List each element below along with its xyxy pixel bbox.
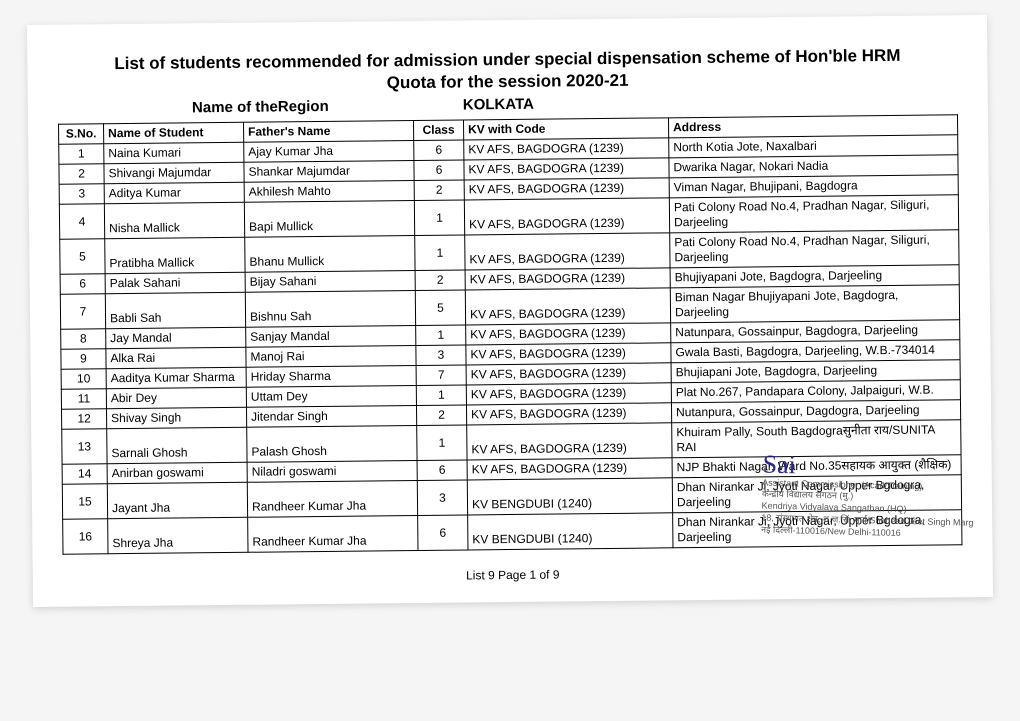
cell-class: 2: [414, 180, 464, 201]
cell-class: 1: [416, 385, 466, 406]
cell-class: 3: [417, 480, 467, 516]
cell-name: Abir Dey: [106, 387, 246, 408]
cell-kv: KV AFS, BAGDOGRA (1239): [465, 268, 670, 290]
cell-name: Anirban goswami: [107, 462, 247, 483]
col-sno: S.No.: [59, 124, 104, 144]
cell-father: Randheer Kumar Jha: [248, 515, 418, 552]
cell-sno: 8: [61, 329, 106, 349]
document-page: List of students recommended for admissi…: [27, 15, 993, 607]
cell-kv: KV AFS, BAGDOGRA (1239): [466, 363, 671, 385]
cell-kv: KV BENGDUBI (1240): [467, 478, 672, 515]
cell-sno: 1: [59, 144, 104, 164]
cell-class: 2: [416, 405, 466, 426]
col-kv: KV with Code: [463, 118, 668, 140]
cell-name: Aaditya Kumar Sharma: [106, 367, 246, 388]
cell-name: Sarnali Ghosh: [107, 427, 247, 463]
cell-sno: 6: [60, 274, 105, 294]
cell-father: Bhanu Mullick: [245, 235, 415, 272]
cell-sno: 7: [60, 294, 105, 329]
cell-kv: KV AFS, BAGDOGRA (1239): [465, 288, 670, 325]
cell-class: 1: [417, 425, 467, 461]
cell-kv: KV BENGDUBI (1240): [468, 513, 673, 550]
cell-kv: KV AFS, BAGDOGRA (1239): [466, 323, 671, 345]
cell-addr: Pati Colony Road No.4, Pradhan Nagar, Si…: [670, 230, 959, 268]
cell-sno: 10: [61, 369, 106, 389]
region-name: KOLKATA: [463, 91, 958, 113]
cell-name: Naina Kumari: [104, 142, 244, 163]
cell-kv: KV AFS, BAGDOGRA (1239): [467, 458, 672, 480]
cell-kv: KV AFS, BAGDOGRA (1239): [466, 383, 671, 405]
cell-name: Alka Rai: [106, 347, 246, 368]
cell-father: Shankar Majumdar: [244, 160, 414, 182]
cell-father: Bishnu Sah: [245, 290, 415, 327]
col-father: Father's Name: [244, 121, 414, 143]
cell-father: Uttam Dey: [246, 385, 416, 407]
cell-addr: Pati Colony Road No.4, Pradhan Nagar, Si…: [669, 195, 958, 233]
cell-father: Bapi Mullick: [244, 200, 414, 237]
cell-kv: KV AFS, BAGDOGRA (1239): [464, 178, 669, 200]
cell-sno: 4: [59, 204, 104, 239]
cell-sno: 3: [59, 184, 104, 204]
cell-class: 6: [417, 460, 467, 481]
cell-class: 1: [416, 325, 466, 346]
cell-sno: 14: [62, 464, 107, 484]
page-footer: List 9 Page 1 of 9: [63, 563, 963, 586]
cell-sno: 12: [62, 409, 107, 429]
cell-name: Pratibha Mallick: [105, 237, 245, 273]
cell-father: Randheer Kumar Jha: [247, 480, 417, 517]
cell-sno: 11: [61, 389, 106, 409]
cell-class: 2: [415, 270, 465, 291]
region-label: Name of theRegion: [58, 96, 463, 117]
cell-addr: Dhan Nirankar Ji, Jyoti Nagar, Upper Bgd…: [673, 510, 962, 548]
cell-kv: KV AFS, BAGDOGRA (1239): [465, 233, 670, 270]
cell-father: Jitendar Singh: [246, 405, 416, 427]
cell-father: Akhilesh Mahto: [244, 180, 414, 202]
cell-father: Manoj Rai: [246, 345, 416, 367]
cell-father: Ajay Kumar Jha: [244, 140, 414, 162]
cell-name: Shivangi Majumdar: [104, 162, 244, 183]
cell-kv: KV AFS, BAGDOGRA (1239): [464, 138, 669, 160]
cell-name: Jay Mandal: [106, 327, 246, 348]
cell-name: Palak Sahani: [105, 272, 245, 293]
cell-sno: 13: [62, 429, 107, 464]
cell-class: 6: [414, 160, 464, 181]
cell-kv: KV AFS, BAGDOGRA (1239): [464, 158, 669, 180]
cell-addr: Dhan Nirankar Ji, Jyoti Nagar, Upper Bgd…: [672, 475, 961, 513]
students-table: S.No. Name of Student Father's Name Clas…: [58, 114, 962, 554]
cell-class: 5: [415, 290, 465, 326]
cell-sno: 15: [62, 484, 107, 519]
cell-kv: KV AFS, BAGDOGRA (1239): [466, 403, 671, 425]
cell-addr: Biman Nagar Bhujiyapani Jote, Bagdogra, …: [670, 285, 959, 323]
cell-class: 6: [418, 515, 468, 551]
cell-addr: Khuiram Pally, South Bagdograसुनीता राय/…: [672, 420, 961, 458]
cell-class: 1: [414, 200, 464, 236]
cell-name: Jayant Jha: [107, 482, 247, 518]
cell-father: Hriday Sharma: [246, 365, 416, 387]
cell-name: Aditya Kumar: [104, 182, 244, 203]
cell-father: Palash Ghosh: [247, 425, 417, 462]
cell-name: Shreya Jha: [108, 517, 248, 553]
col-name: Name of Student: [104, 122, 244, 143]
cell-class: 6: [414, 140, 464, 161]
cell-kv: KV AFS, BAGDOGRA (1239): [467, 423, 672, 460]
cell-father: Bijay Sahani: [245, 270, 415, 292]
cell-father: Sanjay Mandal: [246, 325, 416, 347]
cell-sno: 2: [59, 164, 104, 184]
cell-sno: 16: [63, 519, 108, 554]
cell-sno: 9: [61, 349, 106, 369]
cell-father: Niladri goswami: [247, 460, 417, 482]
cell-class: 7: [416, 365, 466, 386]
cell-kv: KV AFS, BAGDOGRA (1239): [464, 198, 669, 235]
cell-class: 3: [416, 345, 466, 366]
cell-sno: 5: [60, 239, 105, 274]
col-class: Class: [413, 120, 463, 141]
cell-name: Shivay Singh: [107, 407, 247, 428]
cell-kv: KV AFS, BAGDOGRA (1239): [466, 343, 671, 365]
cell-class: 1: [415, 235, 465, 271]
cell-name: Nisha Mallick: [104, 202, 244, 238]
cell-name: Babli Sah: [105, 292, 245, 328]
